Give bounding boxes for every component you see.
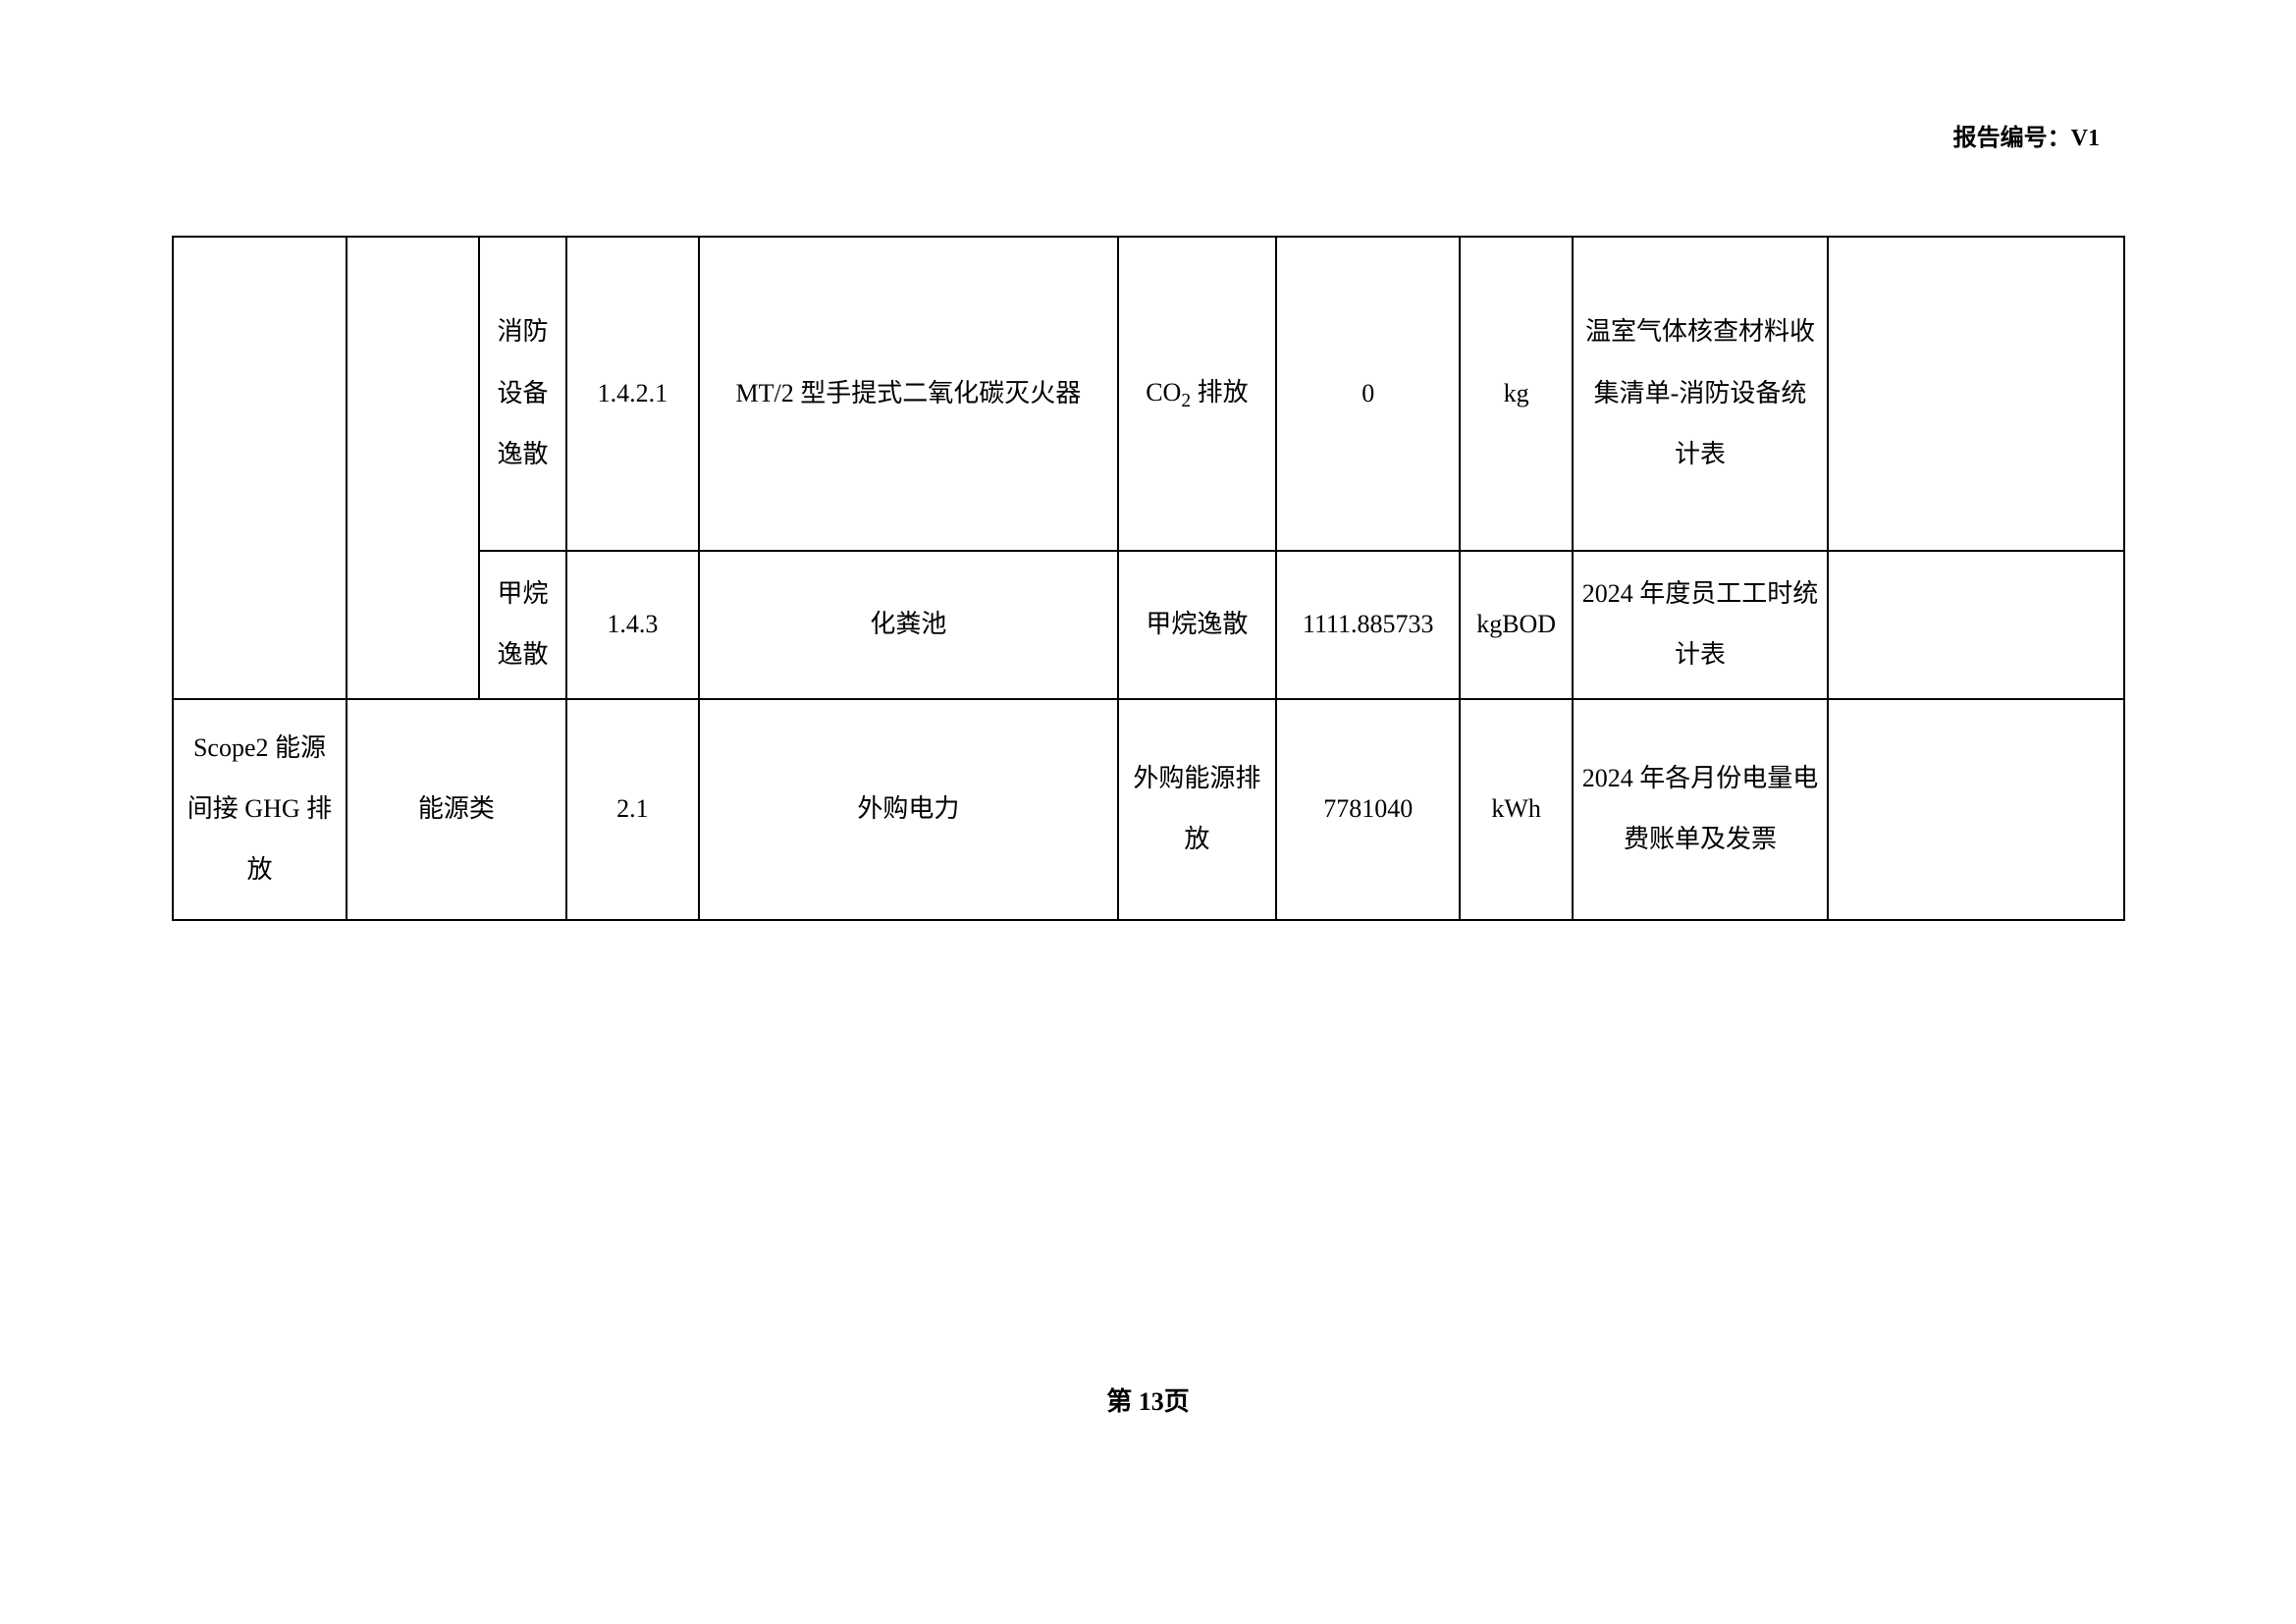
scope-cell: Scope2 能源间接 GHG 排放	[173, 699, 347, 920]
emission-subscript: 2	[1181, 391, 1191, 411]
unit-cell: kg	[1460, 237, 1572, 551]
ghg-emissions-table: 消防设备逸散 1.4.2.1 MT/2 型手提式二氧化碳灭火器 CO2 排放 0…	[172, 236, 2125, 921]
source-cell: MT/2 型手提式二氧化碳灭火器	[699, 237, 1118, 551]
category-cell: 能源类	[347, 699, 566, 920]
code-cell: 1.4.3	[566, 551, 699, 699]
value-cell: 7781040	[1276, 699, 1460, 920]
note-cell	[1828, 699, 2124, 920]
category-cell	[347, 237, 479, 699]
table-row: Scope2 能源间接 GHG 排放 能源类 2.1 外购电力 外购能源排放 7…	[173, 699, 2124, 920]
page-suffix: 页	[1164, 1387, 1190, 1416]
value-cell: 1111.885733	[1276, 551, 1460, 699]
note-cell	[1828, 551, 2124, 699]
source-cell: 外购电力	[699, 699, 1118, 920]
emission-type-cell: CO2 排放	[1118, 237, 1276, 551]
unit-cell: kWh	[1460, 699, 1572, 920]
table-row: 消防设备逸散 1.4.2.1 MT/2 型手提式二氧化碳灭火器 CO2 排放 0…	[173, 237, 2124, 551]
evidence-cell: 2024 年各月份电量电费账单及发票	[1573, 699, 1828, 920]
unit-cell: kgBOD	[1460, 551, 1572, 699]
page-prefix: 第	[1106, 1387, 1139, 1416]
value-cell: 0	[1276, 237, 1460, 551]
page-num-value: 13	[1139, 1387, 1164, 1416]
evidence-cell: 2024 年度员工工时统计表	[1573, 551, 1828, 699]
report-number-label: 报告编号：V1	[1953, 118, 2100, 152]
emission-prefix: CO	[1146, 378, 1181, 406]
emission-suffix: 排放	[1191, 378, 1249, 406]
subcategory-cell: 甲烷逸散	[479, 551, 565, 699]
code-cell: 2.1	[566, 699, 699, 920]
emission-type-cell: 甲烷逸散	[1118, 551, 1276, 699]
page-number: 第 13页	[0, 1381, 2296, 1418]
subcategory-cell: 消防设备逸散	[479, 237, 565, 551]
emission-type-cell: 外购能源排放	[1118, 699, 1276, 920]
scope-cell	[173, 237, 347, 699]
source-cell: 化粪池	[699, 551, 1118, 699]
code-cell: 1.4.2.1	[566, 237, 699, 551]
note-cell	[1828, 237, 2124, 551]
evidence-cell: 温室气体核查材料收集清单-消防设备统计表	[1573, 237, 1828, 551]
